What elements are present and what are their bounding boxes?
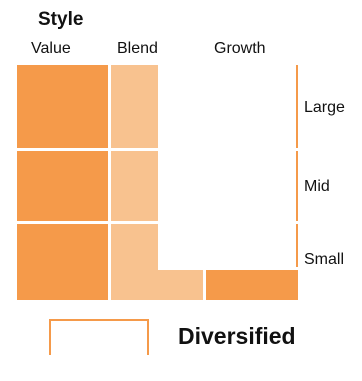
row-label-large: Large [304, 99, 345, 116]
row-divider-mid [296, 151, 298, 221]
legend-swatch [49, 319, 149, 355]
row-divider-large [296, 65, 298, 148]
cell-large-blend [111, 65, 158, 148]
row-divider-small [296, 224, 298, 267]
legend-label: Diversified [178, 323, 296, 349]
cell-small-value [17, 224, 108, 300]
column-label-growth: Growth [214, 40, 266, 57]
cell-large-value [17, 65, 108, 148]
cell-small-growth [206, 270, 298, 300]
row-label-mid: Mid [304, 178, 330, 195]
column-label-blend: Blend [117, 40, 158, 57]
row-label-small: Small [304, 251, 345, 268]
style-title: Style [38, 9, 84, 30]
cell-small-blend-lower [111, 270, 203, 300]
cell-mid-value [17, 151, 108, 221]
cell-mid-blend [111, 151, 158, 221]
column-label-value: Value [31, 40, 71, 57]
